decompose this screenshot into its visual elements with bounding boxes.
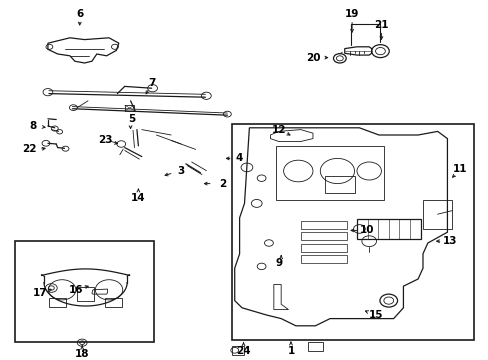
Bar	[422, 200, 451, 229]
Text: 19: 19	[344, 9, 359, 19]
Text: 3: 3	[177, 166, 184, 176]
Text: 11: 11	[451, 164, 466, 174]
Text: 7: 7	[147, 78, 155, 88]
Bar	[15, 241, 154, 342]
Bar	[300, 255, 346, 263]
Bar	[232, 346, 244, 355]
Text: 15: 15	[368, 310, 383, 320]
Text: 12: 12	[271, 125, 285, 135]
Bar	[325, 176, 354, 193]
Text: 1: 1	[287, 346, 294, 356]
Text: 22: 22	[22, 144, 37, 154]
Text: 13: 13	[442, 236, 456, 246]
Text: 4: 4	[235, 153, 243, 163]
Bar	[307, 342, 322, 351]
Text: 5: 5	[128, 114, 135, 124]
Bar	[49, 298, 66, 307]
Bar	[300, 232, 346, 240]
Text: 9: 9	[275, 258, 282, 268]
Text: 24: 24	[236, 346, 250, 356]
Bar	[300, 221, 346, 229]
Bar	[77, 287, 94, 301]
Text: 14: 14	[131, 193, 145, 203]
Bar	[300, 244, 346, 252]
Bar	[105, 298, 122, 307]
Text: 2: 2	[219, 179, 225, 189]
Text: 20: 20	[305, 53, 320, 63]
Text: 6: 6	[76, 9, 83, 19]
Bar	[276, 146, 383, 200]
Text: 16: 16	[68, 285, 83, 295]
Text: 21: 21	[373, 20, 388, 30]
Text: 18: 18	[75, 348, 89, 359]
Bar	[356, 219, 420, 239]
Text: 17: 17	[33, 288, 47, 298]
Text: 23: 23	[98, 135, 112, 145]
Bar	[232, 124, 473, 340]
Text: 8: 8	[30, 121, 37, 131]
Text: 10: 10	[359, 225, 373, 235]
